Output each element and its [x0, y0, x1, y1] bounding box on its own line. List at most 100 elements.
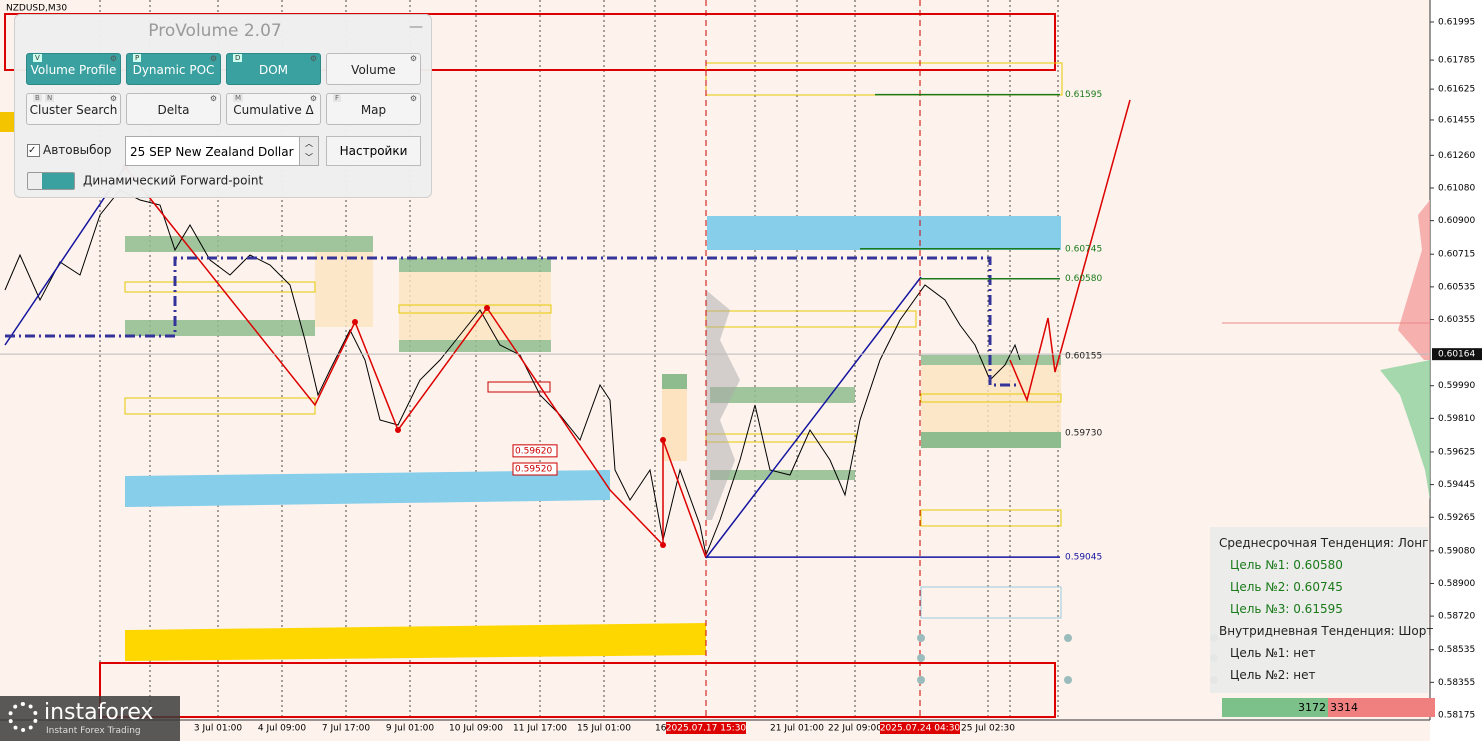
- button-label: Delta: [157, 103, 190, 117]
- logo-name: instaforex: [44, 700, 154, 725]
- price-label: 0.58535: [1438, 645, 1475, 655]
- level-label: 0.59045: [1065, 553, 1102, 563]
- zone: [710, 470, 855, 480]
- buy-volume-bar: [1222, 698, 1328, 717]
- time-label: 3 Jul 01:00: [194, 724, 243, 734]
- zone: [99, 662, 1056, 718]
- zone: [0, 112, 14, 132]
- sell-volume-bar: [1328, 698, 1435, 717]
- price-label: 0.60900: [1438, 216, 1475, 226]
- button-label: Cumulative Δ: [233, 103, 314, 117]
- symbol-label: NZDUSD,M30: [6, 4, 67, 14]
- medium-target: Цель №2: 0.60745: [1230, 580, 1343, 594]
- autoselect-checkbox[interactable]: ✓ Автовыбор: [27, 143, 112, 157]
- zone: [315, 252, 373, 327]
- price-label: 0.59990: [1438, 381, 1475, 391]
- price-label: 0.58175: [1438, 711, 1475, 721]
- blue-boxes: [920, 586, 1062, 619]
- price-label: 0.59625: [1438, 447, 1475, 457]
- price-label: 0.61625: [1438, 85, 1475, 95]
- intraday-target: Цель №1: нет: [1230, 646, 1316, 660]
- price-label: 0.59080: [1438, 546, 1475, 556]
- panel-button[interactable]: ⚙ Volume: [326, 53, 421, 85]
- zone: [125, 236, 315, 252]
- time-label: 11 Jul 17:00: [513, 724, 567, 734]
- current-price: 0.60164: [1438, 350, 1475, 360]
- time-marker: 2025.07.17 15:30: [666, 724, 747, 734]
- hotkey: V: [33, 54, 42, 62]
- zone: [399, 258, 551, 272]
- price-label: 0.59265: [1438, 513, 1475, 523]
- hotkey: P: [133, 54, 142, 62]
- instrument-label: 25 SEP New Zealand Dollar: [130, 145, 294, 159]
- zone: [710, 387, 855, 403]
- autoselect-label: Автовыбор: [43, 143, 112, 157]
- button-label: DOM: [258, 63, 289, 77]
- provolume-panel: ProVolume 2.07 — V ⚙ Volume Profile P ⚙ Dynam…: [14, 14, 432, 198]
- price-label: 0.61785: [1438, 56, 1475, 66]
- time-label: 25 Jul 02:30: [961, 724, 1015, 734]
- logo: instaforex Instant Forex Trading: [0, 696, 180, 741]
- price-label: 0.60535: [1438, 282, 1475, 292]
- hotkey: F: [333, 94, 342, 102]
- time-label: 9 Jul 01:00: [386, 724, 435, 734]
- level-label: 0.61595: [1065, 90, 1102, 100]
- time-marker-box: [666, 722, 746, 734]
- price-label: 0.59810: [1438, 414, 1475, 424]
- intraday-target: Цель №2: нет: [1230, 668, 1316, 682]
- time-label: 21 Jul 01:00: [770, 724, 824, 734]
- panel-button[interactable]: P ⚙ Dynamic POC: [126, 53, 221, 85]
- level-label: 0.59730: [1065, 428, 1102, 438]
- button-label: Cluster Search: [29, 103, 118, 117]
- price-label: 0.59445: [1438, 480, 1475, 490]
- zone: [125, 470, 610, 507]
- panel-button[interactable]: D ⚙ DOM: [226, 53, 321, 85]
- zone: [662, 374, 687, 389]
- panel-button[interactable]: M ⚙ Cumulative Δ: [226, 93, 321, 125]
- time-marker-lines: [705, 0, 921, 720]
- price-label: 0.61455: [1438, 115, 1475, 125]
- zones: [0, 13, 1063, 718]
- zone: [399, 272, 551, 340]
- axes: 0.61995 0.61785 0.61625 0.61455 0.61260 0.610…: [194, 18, 1482, 734]
- forward-point-label: Динамический Forward-point: [83, 173, 264, 188]
- panel-title: ProVolume 2.07: [148, 21, 282, 41]
- time-label: 7 Jul 17:00: [322, 724, 371, 734]
- minimize-button[interactable]: —: [409, 19, 423, 35]
- zone: [4, 13, 1056, 71]
- price-label: 0.60355: [1438, 315, 1475, 325]
- time-marker-box: [880, 722, 960, 734]
- hotkey: M: [233, 94, 244, 102]
- sell-volume: 3314: [1330, 701, 1358, 714]
- current-price-box: [1432, 348, 1482, 361]
- panel-button[interactable]: B N ⚙ Cluster Search: [26, 93, 121, 125]
- time-label: 4 Jul 09:00: [258, 724, 307, 734]
- time-marker: 2025.07.24 04:30: [880, 724, 961, 734]
- panel-button[interactable]: F ⚙ Map: [326, 93, 421, 125]
- panel-button[interactable]: ⚙ Delta: [126, 93, 221, 125]
- settings-button[interactable]: Настройки: [326, 136, 421, 166]
- zigzag-points: [122, 164, 666, 548]
- level-label: 0.60155: [1065, 351, 1102, 361]
- medium-trend: Среднесрочная Тенденция: Лонг: [1219, 536, 1429, 550]
- button-label: Volume: [351, 63, 396, 77]
- panel-button[interactable]: V ⚙ Volume Profile: [26, 53, 121, 85]
- box-label: 0.59520: [515, 464, 552, 474]
- price-label: 0.58900: [1438, 579, 1475, 589]
- button-label: Dynamic POC: [132, 63, 215, 77]
- box-label: 0.59620: [515, 446, 552, 456]
- price-label: 0.61995: [1438, 18, 1475, 28]
- button-label: Map: [360, 103, 387, 117]
- zone: [125, 623, 706, 661]
- volume-profile: [706, 200, 1430, 520]
- trend-box: Среднесрочная Тенденция: Лонг Цель №1: 0…: [1210, 527, 1433, 693]
- forward-point-toggle[interactable]: Динамический Forward-point: [27, 172, 263, 190]
- hotkey: N: [45, 94, 55, 102]
- zone: [707, 216, 1061, 250]
- instrument-select[interactable]: 25 SEP New Zealand Dollar ︿ ﹀: [125, 136, 319, 166]
- hotkey: D: [233, 54, 243, 62]
- price-label: 0.58720: [1438, 612, 1475, 622]
- price-label: 0.60715: [1438, 250, 1475, 260]
